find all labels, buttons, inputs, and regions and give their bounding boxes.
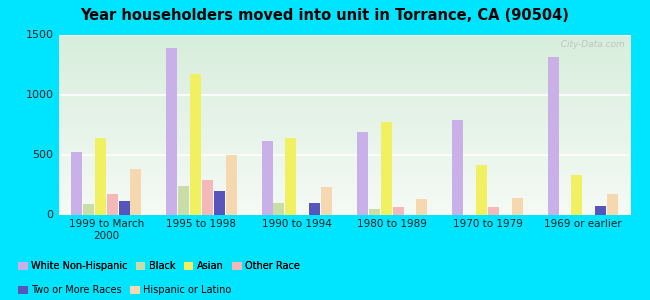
Bar: [131, 169, 142, 214]
Bar: [214, 191, 225, 214]
Bar: [512, 198, 523, 214]
Bar: [369, 208, 380, 214]
Legend: White Non-Hispanic, Black, Asian, Other Race: White Non-Hispanic, Black, Asian, Other …: [18, 261, 300, 271]
Bar: [571, 175, 582, 214]
Bar: [488, 207, 499, 214]
Bar: [417, 199, 428, 214]
Bar: [202, 180, 213, 214]
Bar: [83, 204, 94, 214]
Bar: [274, 203, 285, 214]
Bar: [95, 138, 106, 214]
Bar: [321, 187, 332, 214]
Bar: [107, 194, 118, 214]
Bar: [381, 122, 392, 214]
Bar: [607, 194, 618, 214]
Bar: [190, 74, 201, 214]
Bar: [357, 132, 368, 214]
Text: City-Data.com: City-Data.com: [555, 40, 625, 49]
Text: Year householders moved into unit in Torrance, CA (90504): Year householders moved into unit in Tor…: [81, 8, 569, 22]
Bar: [285, 138, 296, 214]
Legend: Two or More Races, Hispanic or Latino: Two or More Races, Hispanic or Latino: [18, 285, 232, 295]
Bar: [118, 201, 129, 214]
Bar: [476, 165, 487, 214]
Bar: [452, 120, 463, 214]
Bar: [309, 202, 320, 214]
Bar: [71, 152, 82, 214]
Bar: [261, 141, 272, 214]
Bar: [166, 48, 177, 214]
Bar: [393, 207, 404, 214]
Bar: [226, 154, 237, 214]
Bar: [595, 206, 606, 214]
Bar: [178, 186, 189, 214]
Bar: [547, 57, 558, 215]
